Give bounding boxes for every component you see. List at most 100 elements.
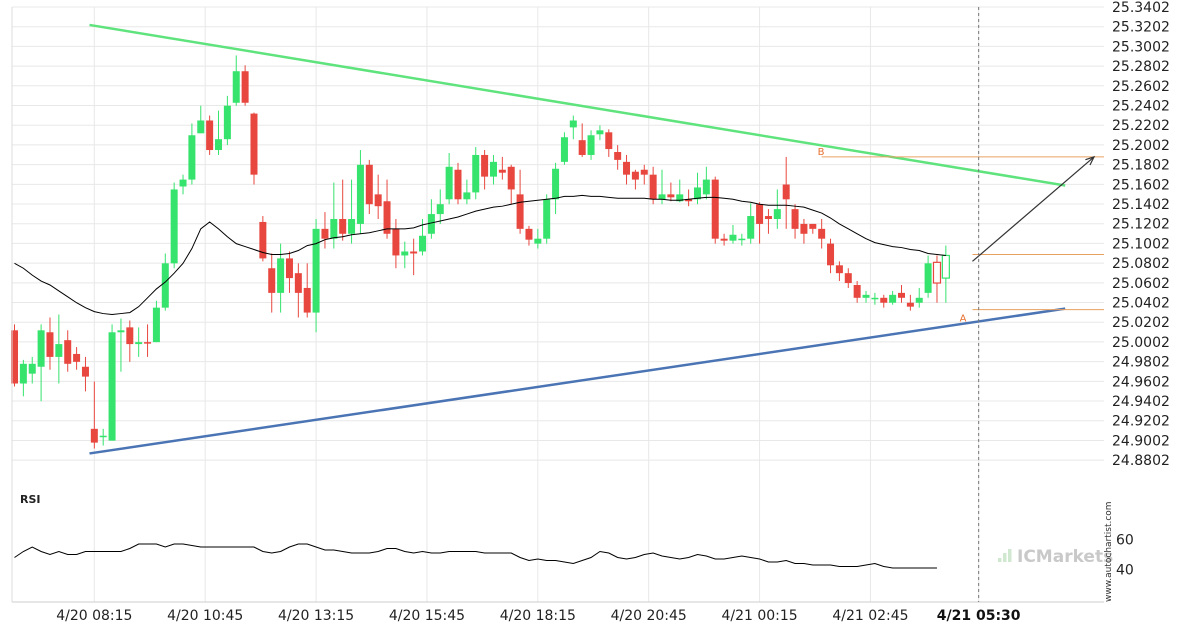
candle-body	[623, 161, 631, 175]
candle-body	[330, 218, 338, 239]
candle-body	[303, 287, 311, 313]
candle-body	[941, 254, 950, 279]
candle-body	[348, 218, 356, 234]
candle-body	[321, 228, 329, 239]
candle-body	[259, 221, 267, 259]
candle-body	[720, 238, 728, 241]
upper-trendline	[89, 23, 1066, 187]
candle-body	[64, 340, 72, 364]
candle-body	[37, 330, 45, 367]
candle-body	[268, 268, 276, 293]
candle-body	[383, 201, 391, 234]
target-arrow-line	[972, 156, 1095, 262]
candle-body	[46, 332, 54, 357]
candle-body	[427, 214, 435, 234]
y-tick-label: 25.0002	[1112, 335, 1170, 351]
candle-body	[277, 258, 285, 293]
candle-body	[294, 273, 302, 293]
candle-body	[188, 135, 196, 180]
candle-body	[489, 161, 497, 177]
candle-body	[19, 363, 27, 384]
candle-body	[525, 228, 533, 240]
candle-body	[152, 307, 160, 343]
candle-body	[658, 194, 666, 200]
y-tick-label: 25.2602	[1112, 79, 1170, 95]
y-tick-label: 25.0602	[1112, 276, 1170, 292]
candle-body	[747, 216, 755, 239]
candle-body	[702, 179, 710, 195]
candle-body	[126, 327, 134, 345]
candle-body	[924, 263, 932, 293]
candle-body	[640, 169, 648, 175]
candle-body	[915, 297, 923, 303]
candle-body	[161, 263, 169, 308]
candle-body	[569, 120, 577, 128]
y-tick-label: 24.9402	[1112, 394, 1170, 410]
candle-body	[117, 330, 125, 333]
candle-body	[454, 169, 462, 200]
candle-body	[90, 428, 98, 443]
credit-text: www.autochartist.com	[1104, 501, 1114, 602]
x-tick-label: 4/20 13:15	[278, 608, 354, 624]
candle-body	[170, 189, 178, 264]
axes: 25.3402 25.3202 25.3002 25.2802 25.2602 25.24…	[11, 0, 1170, 624]
rsi-line	[14, 543, 937, 569]
candle-body	[898, 292, 905, 298]
candle-body	[374, 194, 382, 207]
target-arrow-head	[1085, 155, 1096, 166]
candle-body	[552, 168, 560, 200]
y-tick-label: 25.0802	[1112, 256, 1170, 272]
watermark-text: ICMarkets	[1017, 547, 1113, 567]
candle-body	[853, 284, 861, 298]
grid	[12, 6, 1104, 602]
point-A-label: A	[960, 314, 967, 325]
candle-body	[756, 204, 764, 224]
candle-body	[587, 135, 595, 155]
candle-body	[764, 216, 772, 219]
y-tick-label: 25.3002	[1112, 39, 1170, 55]
candle-body	[516, 194, 524, 229]
candle-body	[135, 342, 143, 345]
candle-body	[498, 169, 506, 173]
y-tick-label: 25.3402	[1112, 0, 1170, 16]
candle-body	[862, 294, 870, 298]
y-tick-label: 25.3202	[1112, 20, 1170, 36]
candle-body	[738, 238, 746, 241]
x-tick-label: 4/20 20:45	[611, 608, 687, 624]
candle-body	[685, 199, 693, 202]
candle-body	[871, 297, 879, 300]
candle-body	[472, 154, 480, 193]
candle-body	[667, 194, 675, 198]
candle-body	[365, 164, 373, 205]
ma-line	[14, 194, 946, 316]
x-tick-label: 4/20 18:15	[500, 608, 576, 624]
candle-body	[818, 228, 826, 239]
x-tick-label: 4/21 05:30	[937, 608, 1021, 624]
candle-body	[729, 234, 737, 241]
candle-body	[507, 166, 515, 190]
rsi-pane: RSI	[14, 493, 937, 569]
candle-body	[250, 113, 258, 175]
candle-body	[55, 344, 63, 357]
y-tick-label: 25.2002	[1112, 138, 1170, 154]
candle-body	[285, 258, 293, 279]
candle-body	[73, 353, 81, 362]
pattern-overlay: BA	[818, 147, 1104, 325]
candle-body	[791, 209, 799, 229]
candle-body	[631, 171, 639, 180]
x-tick-label: 4/20 15:45	[389, 608, 465, 624]
candle-body	[356, 164, 364, 224]
candle-body	[605, 132, 613, 150]
candle-body	[232, 71, 240, 103]
trendlines	[89, 23, 1066, 455]
candle-body	[596, 130, 604, 135]
candle-body	[578, 140, 586, 155]
y-tick-label: 24.9202	[1112, 414, 1170, 430]
lower-trendline	[89, 307, 1066, 455]
point-B-label: B	[818, 147, 825, 158]
y-tick-label: 25.2402	[1112, 99, 1170, 115]
candle-body	[223, 105, 231, 140]
y-tick-label: 24.8802	[1112, 453, 1170, 469]
y-tick-label: 25.0402	[1112, 296, 1170, 312]
